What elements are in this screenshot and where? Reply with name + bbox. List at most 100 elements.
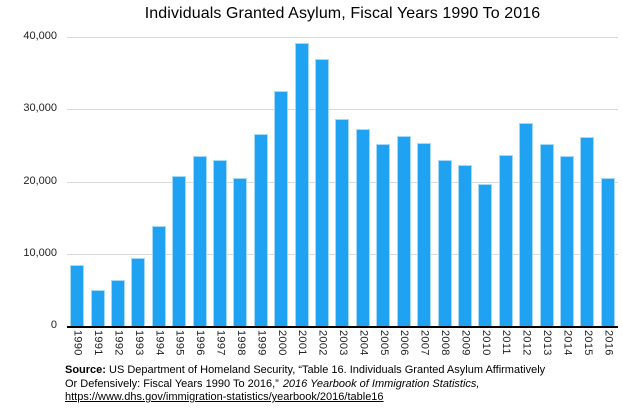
bar-2002 (315, 58, 330, 326)
x-tick-label-2015: 2015 (581, 330, 594, 356)
x-tick-label-2012: 2012 (520, 330, 533, 356)
bar-2011 (498, 154, 513, 326)
x-tick-slot-2008: 2008 (434, 330, 454, 368)
x-tick-slot-2002: 2002 (312, 330, 332, 368)
x-axis-labels: 1990 1991 1992 1993 1994 1995 1996 1997 1998 1999… (67, 330, 618, 368)
source-line-2: Or Defensively: Fiscal Years 1990 To 201… (65, 378, 621, 392)
x-tick-slot-2004: 2004 (353, 330, 373, 368)
y-tick-label-0: 0 (50, 319, 57, 331)
bar-2016 (600, 178, 615, 326)
y-tick-label-40000: 40,000 (23, 30, 57, 42)
bar-2013 (539, 143, 554, 326)
source-line-1: Source: US Department of Homeland Securi… (65, 364, 621, 378)
bar-1993 (131, 257, 146, 326)
x-tick-label-2006: 2006 (398, 330, 411, 356)
x-tick-slot-2005: 2005 (373, 330, 393, 368)
x-tick-slot-2001: 2001 (291, 330, 311, 368)
x-tick-slot-1991: 1991 (87, 330, 107, 368)
y-tick-label-20000: 20,000 (23, 174, 57, 187)
source-publication: 2016 Yearbook of Immigration Statistics, (282, 377, 480, 390)
bar-1999 (253, 133, 268, 326)
x-tick-label-1999: 1999 (255, 330, 268, 356)
x-tick-label-1995: 1995 (173, 330, 186, 356)
x-tick-slot-2012: 2012 (516, 330, 536, 368)
source-label: Source: (65, 364, 106, 376)
bar-slot-2016 (598, 37, 618, 326)
x-tick-slot-2014: 2014 (557, 330, 577, 368)
gridline-40000 (67, 37, 618, 38)
bar-slot-1996 (189, 37, 209, 326)
x-tick-slot-1996: 1996 (189, 330, 209, 368)
bar-slot-2001 (291, 37, 311, 326)
x-tick-slot-1992: 1992 (108, 330, 128, 368)
y-tick-label-10000: 10,000 (23, 246, 57, 259)
gridline-30000 (67, 109, 618, 111)
bar-2006 (396, 135, 411, 326)
bar-slot-2004 (353, 37, 373, 326)
x-tick-label-2003: 2003 (336, 330, 349, 356)
source-text-1: US Department of Homeland Security, “Tab… (105, 364, 546, 376)
x-tick-label-1991: 1991 (92, 330, 105, 356)
x-tick-label-1994: 1994 (153, 330, 166, 356)
bar-slot-2015 (577, 37, 597, 326)
bar-slot-1998 (230, 37, 250, 326)
x-tick-slot-1998: 1998 (230, 330, 250, 368)
x-tick-slot-2007: 2007 (414, 330, 434, 368)
bar-1996 (192, 155, 207, 326)
bar-slot-2006 (394, 37, 414, 326)
bar-2005 (376, 143, 391, 326)
bar-1995 (172, 176, 187, 326)
x-tick-label-2011: 2011 (500, 330, 513, 355)
source-url-link[interactable]: https://www.dhs.gov/immigration-statisti… (65, 391, 384, 403)
bar-2010 (478, 183, 493, 326)
x-tick-label-2007: 2007 (418, 330, 431, 356)
bar-slot-2008 (434, 37, 454, 326)
x-tick-label-1993: 1993 (132, 330, 145, 356)
x-tick-slot-2013: 2013 (536, 330, 556, 368)
bar-slot-1990 (67, 37, 87, 326)
source-text-2: Or Defensively: Fiscal Years 1990 To 201… (65, 377, 279, 390)
bar-2008 (437, 160, 452, 326)
chart-title: Individuals Granted Asylum, Fiscal Years… (144, 5, 541, 22)
bar-slot-2005 (373, 37, 393, 326)
bar-1990 (70, 264, 85, 326)
bar-slot-2009 (455, 37, 475, 326)
bar-slot-1999 (251, 37, 271, 326)
x-tick-label-2008: 2008 (439, 330, 452, 356)
plot-area (67, 37, 618, 328)
x-tick-slot-2015: 2015 (577, 330, 597, 368)
bar-slot-2002 (312, 37, 332, 326)
bar-slot-2014 (557, 37, 577, 326)
bar-slot-2012 (516, 37, 536, 326)
x-tick-slot-2016: 2016 (598, 330, 618, 368)
source-line-3: https://www.dhs.gov/immigration-statisti… (65, 391, 621, 405)
x-tick-label-1998: 1998 (234, 330, 247, 356)
x-tick-slot-2010: 2010 (475, 330, 495, 368)
x-tick-slot-1997: 1997 (210, 330, 230, 368)
bar-slot-1993 (128, 37, 148, 326)
bar-2003 (335, 118, 350, 326)
bar-slot-2013 (536, 37, 556, 326)
x-tick-label-2000: 2000 (275, 330, 288, 356)
bar-1994 (151, 226, 166, 326)
bar-1997 (213, 160, 228, 326)
bar-2004 (355, 128, 370, 326)
x-tick-slot-2006: 2006 (394, 330, 414, 368)
bar-1992 (111, 280, 126, 326)
bar-slot-2007 (414, 37, 434, 326)
bar-slot-1997 (210, 37, 230, 326)
bar-2000 (274, 91, 289, 326)
x-tick-label-2009: 2009 (459, 330, 472, 356)
x-tick-slot-1999: 1999 (251, 330, 271, 368)
bars-layer (67, 37, 618, 326)
bar-2001 (294, 43, 309, 326)
x-tick-label-1996: 1996 (194, 330, 207, 356)
x-tick-slot-1994: 1994 (149, 330, 169, 368)
x-tick-label-1997: 1997 (214, 330, 227, 356)
bar-slot-2003 (332, 37, 352, 326)
bar-1991 (90, 289, 105, 326)
x-tick-label-2002: 2002 (316, 330, 329, 356)
x-tick-slot-1993: 1993 (128, 330, 148, 368)
x-tick-slot-2011: 2011 (496, 330, 516, 368)
